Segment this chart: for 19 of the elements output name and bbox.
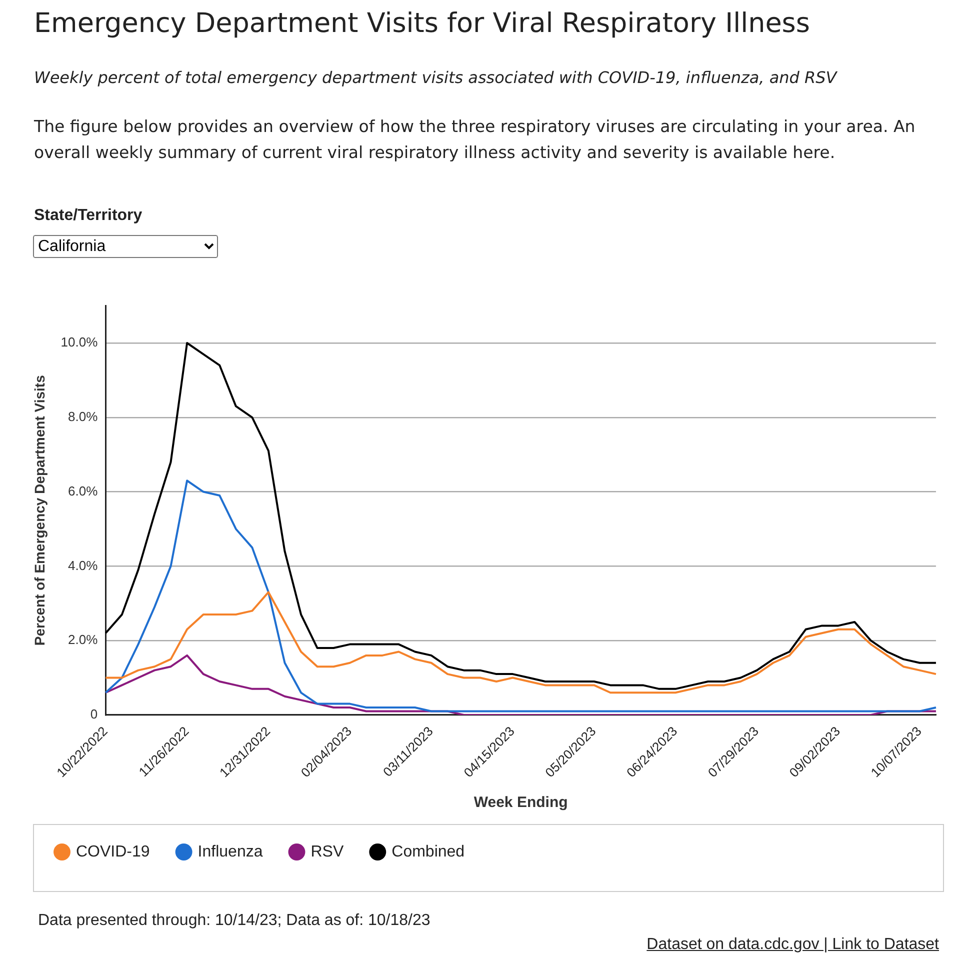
y-axis-title: Percent of Emergency Department Visits (31, 374, 48, 646)
text: State/Territory (34, 207, 142, 225)
y-tick-label: 0 (90, 706, 98, 722)
legend-label: RSV (310, 843, 344, 860)
x-axis-title: Week Ending (474, 794, 568, 812)
y-tick-label: 2.0% (68, 632, 98, 648)
y-tick-label: 6.0% (68, 483, 98, 498)
legend-label: COVID-19 (76, 843, 150, 860)
legend-label: Influenza (198, 843, 263, 860)
y-tick-label: 10.0% (60, 334, 98, 350)
chart-subtitle: Weekly percent of total emergency department visits associated with COVID-19, influenza, and RSV (34, 68, 837, 87)
text: Dataset on data.cdc.gov | Link to Dataset (646, 936, 939, 954)
legend-label: Combined (392, 843, 465, 860)
text: Data presented through: 10/14/23; Data as of: 10/18/23 (38, 912, 430, 930)
text: The figure below provides an overview of how the three respiratory viruses are circulating in your area. An overall weekly summary of current viral respiratory illness activity and severity is available here. (34, 116, 916, 164)
chart-title: Emergency Department Visits for Viral Respiratory Illness (34, 8, 810, 39)
y-tick-label: 4.0% (68, 558, 98, 573)
state-dropdown: California (33, 235, 218, 258)
y-tick-label: 8.0% (68, 408, 98, 424)
